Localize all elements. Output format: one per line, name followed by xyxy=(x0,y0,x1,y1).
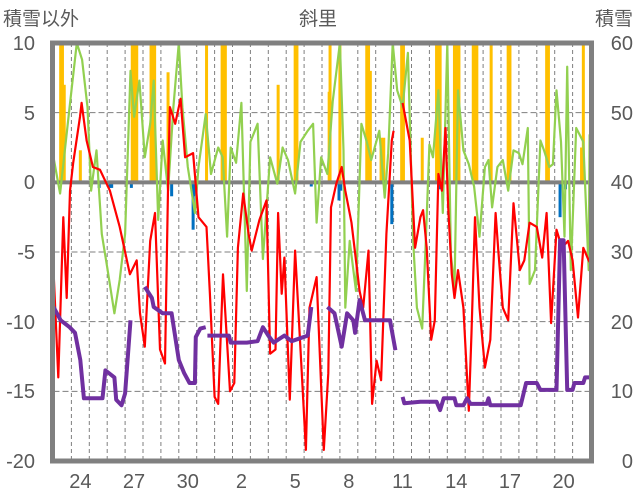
orange-bar xyxy=(471,43,475,183)
left-tick-label: 10 xyxy=(13,33,35,55)
orange-bar xyxy=(60,43,64,183)
blue-bar xyxy=(337,182,341,201)
blue-bar xyxy=(193,182,197,197)
blue-bar xyxy=(110,182,114,188)
red-line xyxy=(53,97,395,451)
orange-bar xyxy=(367,43,371,183)
orange-bar xyxy=(368,70,372,183)
left-tick-label: -15 xyxy=(6,381,35,403)
orange-bar xyxy=(276,84,280,183)
orange-bar xyxy=(62,84,66,183)
x-tick-label: 5 xyxy=(290,471,301,493)
blue-bar xyxy=(339,182,343,191)
x-tick-labels: 24 27 30 2 5 8 11 14 17 20 xyxy=(69,471,575,493)
orange-bar xyxy=(130,43,134,183)
orange-bar xyxy=(78,150,82,183)
x-tick-label: 30 xyxy=(177,471,199,493)
x-tick-label: 24 xyxy=(69,471,91,493)
x-tick-label: 11 xyxy=(392,471,413,493)
x-tick-label: 20 xyxy=(553,471,575,493)
blue-bar xyxy=(558,182,562,218)
right-tick-label: 60 xyxy=(611,33,633,55)
left-tick-label: -20 xyxy=(6,451,35,473)
purple-line xyxy=(326,298,398,351)
orange-bar xyxy=(545,43,549,183)
plot-frame xyxy=(50,40,594,464)
orange-bar xyxy=(338,43,342,183)
right-tick-label: 50 xyxy=(611,103,633,125)
orange-bar xyxy=(220,43,224,183)
purple-line xyxy=(53,306,133,408)
chart-title: 斜里 xyxy=(299,8,337,30)
orange-bar xyxy=(580,147,584,183)
orange-bar xyxy=(166,72,170,183)
orange-bar xyxy=(581,43,585,183)
blue-bar xyxy=(108,182,112,188)
orange-bar xyxy=(473,43,477,183)
orange-bar xyxy=(475,43,479,183)
orange-bar xyxy=(420,137,424,183)
left-tick-label: -5 xyxy=(17,242,35,264)
orange-bar xyxy=(205,43,209,183)
orange-bar xyxy=(223,43,227,183)
orange-bar xyxy=(382,137,386,183)
orange-bar xyxy=(295,43,299,183)
right-tick-label: 20 xyxy=(611,312,633,334)
x-tick-label: 27 xyxy=(123,471,145,493)
blue-bar xyxy=(129,182,133,188)
orange-bar xyxy=(454,43,458,183)
right-tick-label: 40 xyxy=(611,172,633,194)
blue-bar xyxy=(390,182,394,225)
left-axis-title: 積雪以外 xyxy=(3,8,79,30)
plot-border xyxy=(50,40,594,464)
green-line xyxy=(53,43,591,330)
orange-bar xyxy=(135,43,139,183)
x-tick-label: 2 xyxy=(236,471,247,493)
orange-bar xyxy=(151,43,155,183)
orange-bar xyxy=(400,43,404,183)
left-tick-label: 0 xyxy=(24,172,35,194)
purple-line xyxy=(400,238,591,413)
purple-line xyxy=(207,306,314,345)
orange-bar xyxy=(508,43,512,183)
blue-bar xyxy=(170,182,174,197)
x-tick-label: 17 xyxy=(499,471,521,493)
orange-bar xyxy=(328,43,332,183)
left-tick-labels: 10 5 0 -5 -10 -15 -20 xyxy=(6,33,35,473)
plot-marks xyxy=(53,43,591,451)
orange-bar xyxy=(489,43,493,183)
right-axis-title: 積雪 xyxy=(595,8,633,30)
left-tick-label: 5 xyxy=(24,103,35,125)
right-tick-label: 10 xyxy=(611,381,633,403)
blue-bar xyxy=(309,182,313,187)
red-line xyxy=(401,102,591,412)
right-tick-labels: 60 50 40 30 20 10 0 xyxy=(611,33,633,473)
right-tick-label: 30 xyxy=(611,242,633,264)
orange-bar xyxy=(452,43,456,183)
right-tick-label: 0 xyxy=(622,451,633,473)
orange-bar xyxy=(59,43,63,183)
purple-line xyxy=(143,285,207,385)
orange-bar xyxy=(365,43,369,183)
left-tick-label: -10 xyxy=(6,312,35,334)
x-tick-label: 14 xyxy=(445,471,467,493)
orange-bar xyxy=(546,43,550,183)
x-tick-label: 8 xyxy=(343,471,354,493)
orange-bar xyxy=(293,43,297,183)
orange-bar xyxy=(506,43,510,183)
